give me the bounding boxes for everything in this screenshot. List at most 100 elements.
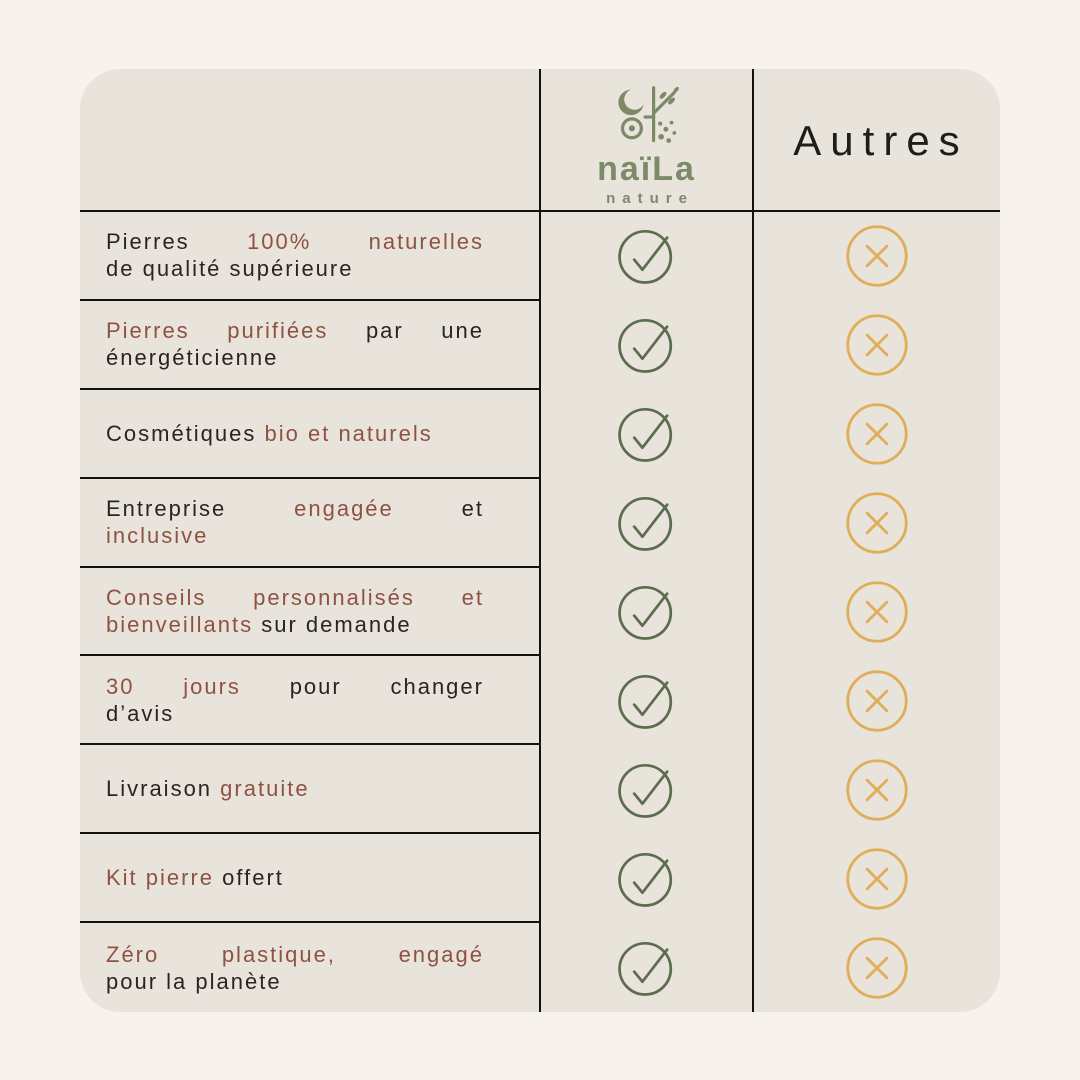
check-icon bbox=[617, 408, 672, 463]
column-divider-left bbox=[539, 69, 541, 1012]
autres-value-cell bbox=[753, 923, 1000, 1012]
naila-value-cell bbox=[540, 745, 753, 834]
autres-value-cell bbox=[753, 745, 1000, 834]
autres-header-label: Autres bbox=[793, 116, 969, 164]
feature-text-segment: pour changer bbox=[289, 673, 484, 699]
feature-text-segment: sur demande bbox=[261, 611, 412, 637]
berry-dot-glyph bbox=[657, 121, 662, 126]
cross-icon bbox=[845, 848, 908, 910]
check-icon bbox=[617, 319, 672, 374]
feature-text-segment: Pierres bbox=[106, 229, 190, 255]
feature-text-segment: Zéro plastique, engagé bbox=[106, 941, 484, 967]
feature-text-segment: et bbox=[461, 496, 484, 522]
feature-text: Conseils personnalisés et bienveillants s… bbox=[106, 584, 484, 638]
feature-text-segment: par une bbox=[365, 318, 484, 344]
feature-text-segment: Livraison bbox=[106, 776, 213, 802]
feature-text-segment: offert bbox=[222, 865, 284, 891]
cross-icon bbox=[845, 759, 908, 821]
feature-text-segment: Kit pierre bbox=[106, 865, 215, 891]
feature-text-line: Kit pierre offert bbox=[106, 864, 484, 891]
check-icon bbox=[617, 497, 672, 551]
cross-icon bbox=[845, 936, 908, 999]
feature-text-line: Conseils personnalisés et bbox=[106, 584, 484, 611]
feature-cell: Zéro plastique, engagé pour la planète bbox=[80, 923, 540, 1012]
feature-text-segment: Pierres purifiées bbox=[106, 318, 329, 344]
autres-value-cell bbox=[753, 390, 1000, 479]
feature-text-line: Pierres 100% naturelles bbox=[106, 228, 484, 255]
autres-value-cell bbox=[753, 568, 1000, 657]
naila-value-cell bbox=[540, 390, 753, 479]
feature-text-line: 30 jours pour changer bbox=[106, 673, 484, 700]
check-icon bbox=[617, 585, 672, 640]
berry-dot-glyph bbox=[665, 138, 671, 143]
feature-text-segment: de qualité supérieure bbox=[106, 256, 354, 282]
column-divider-right bbox=[752, 69, 754, 1012]
brand-tagline: nature bbox=[606, 190, 694, 207]
leaf-glyph bbox=[667, 97, 675, 105]
feature-text-line: bienveillants sur demande bbox=[106, 611, 484, 638]
feature-cell: 30 jours pour changer d’avis bbox=[80, 656, 540, 746]
feature-cell: Pierres purifiées par une énergéticienne bbox=[80, 301, 540, 390]
crescent-moon-glyph bbox=[617, 89, 644, 116]
naila-brand-header: naïLa nature bbox=[540, 69, 753, 212]
feature-text-line: d’avis bbox=[106, 700, 484, 727]
feature-cell: Conseils personnalisés et bienveillants s… bbox=[80, 568, 540, 657]
brand-name: naïLa bbox=[597, 150, 696, 188]
feature-text-line: énergéticienne bbox=[106, 344, 484, 371]
naila-value-cell bbox=[540, 568, 753, 657]
branch-glyph bbox=[651, 90, 676, 115]
feature-text-segment: énergéticienne bbox=[106, 345, 279, 371]
feature-text-segment: bienveillants bbox=[106, 611, 254, 637]
feature-text-segment: bio et naturels bbox=[264, 420, 433, 446]
autres-value-cell bbox=[753, 656, 1000, 745]
cross-icon bbox=[845, 581, 908, 643]
feature-text-line: Pierres purifiées par une bbox=[106, 317, 484, 344]
leaf-glyph bbox=[659, 91, 666, 99]
feature-text-segment: 30 jours bbox=[106, 673, 241, 699]
feature-text-segment: Entreprise bbox=[106, 496, 227, 522]
check-icon bbox=[617, 941, 672, 996]
feature-text-segment: pour la planète bbox=[106, 968, 282, 994]
naila-value-cell bbox=[540, 656, 753, 745]
feature-text-line: Zéro plastique, engagé bbox=[106, 941, 484, 968]
feature-text-segment: d’avis bbox=[106, 700, 175, 726]
naila-value-cell bbox=[540, 212, 753, 301]
naila-value-cell bbox=[540, 923, 753, 1012]
autres-header: Autres bbox=[753, 69, 1000, 212]
feature-text-segment: gratuite bbox=[220, 776, 310, 802]
feature-text-segment: Conseils personnalisés et bbox=[106, 584, 484, 610]
feature-text: Entreprise engagée et inclusive bbox=[106, 495, 484, 549]
check-icon bbox=[617, 852, 672, 907]
feature-text: Pierres purifiées par une énergéticienne bbox=[106, 317, 484, 371]
comparison-table: naïLa nature Autres Pierres 100% naturel… bbox=[80, 69, 1000, 1012]
feature-text: Livraison gratuite bbox=[106, 775, 484, 802]
cross-icon bbox=[845, 670, 908, 732]
feature-text-line: Entreprise engagée et bbox=[106, 495, 484, 522]
table-corner-cell bbox=[80, 69, 540, 212]
autres-value-cell bbox=[753, 212, 1000, 301]
feature-text: Kit pierre offert bbox=[106, 864, 484, 891]
berry-dot-glyph bbox=[671, 131, 676, 135]
cross-icon bbox=[845, 314, 908, 376]
autres-value-cell bbox=[753, 301, 1000, 390]
feature-text: Zéro plastique, engagé pour la planète bbox=[106, 941, 484, 995]
feature-text-line: pour la planète bbox=[106, 968, 484, 995]
check-icon bbox=[617, 230, 672, 285]
eye-dot-glyph bbox=[628, 125, 635, 132]
berry-dot-glyph bbox=[669, 120, 673, 125]
leaf-glyph bbox=[672, 86, 679, 93]
feature-text-line: Cosmétiques bio et naturels bbox=[106, 420, 484, 447]
check-icon bbox=[617, 674, 672, 729]
comparison-card: naïLa nature Autres Pierres 100% naturel… bbox=[80, 69, 1000, 1012]
naila-nature-logo-icon bbox=[617, 86, 679, 143]
autres-value-cell bbox=[753, 479, 1000, 568]
naila-value-cell bbox=[540, 479, 753, 568]
berry-dot-glyph bbox=[657, 133, 664, 140]
cross-icon bbox=[845, 225, 908, 288]
autres-value-cell bbox=[753, 834, 1000, 923]
feature-text: 30 jours pour changer d’avis bbox=[106, 673, 484, 727]
cross-icon bbox=[845, 492, 908, 554]
feature-text-line: Livraison gratuite bbox=[106, 775, 484, 802]
feature-cell: Pierres 100% naturelles de qualité supéri… bbox=[80, 212, 540, 301]
feature-cell: Livraison gratuite bbox=[80, 745, 540, 835]
